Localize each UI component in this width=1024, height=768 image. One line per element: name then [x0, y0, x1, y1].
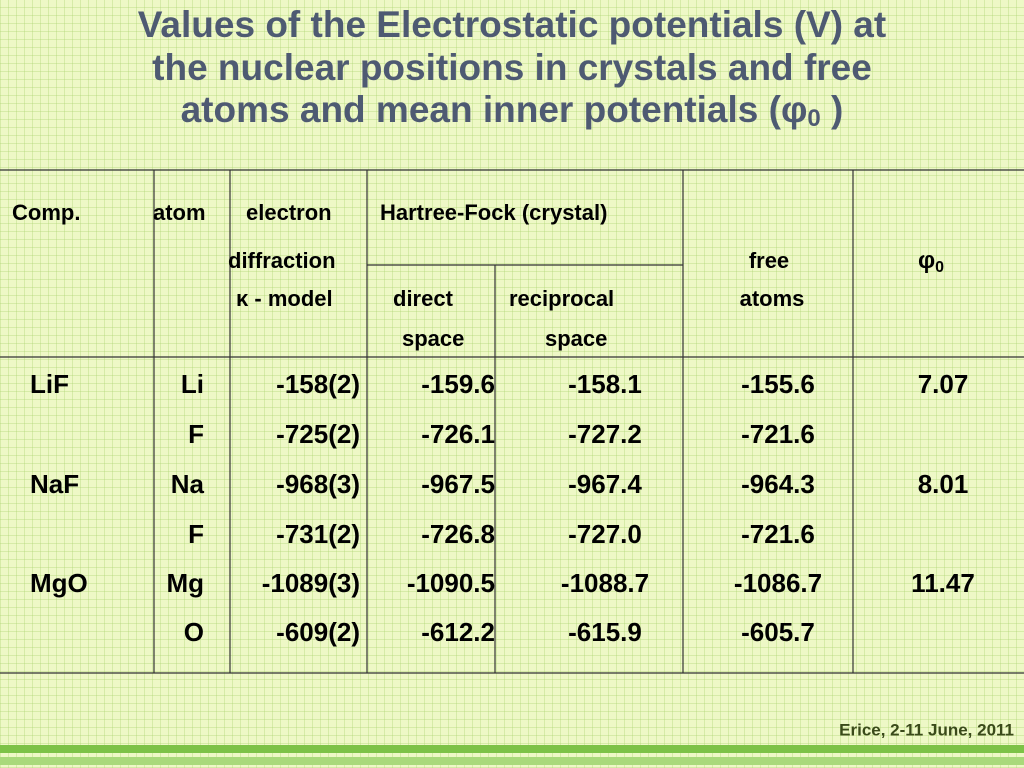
table-cell: -159.6 — [421, 369, 495, 399]
table-cell: -1086.7 — [734, 568, 822, 598]
table-cell: -726.1 — [421, 419, 495, 449]
table-cell: -1088.7 — [561, 568, 649, 598]
table-cell: -726.8 — [421, 519, 495, 549]
table-cell: -1090.5 — [407, 568, 495, 598]
table-cell: -721.6 — [741, 419, 815, 449]
table-cell: -967.4 — [568, 469, 642, 499]
title-end: ) — [821, 89, 844, 130]
header-cell: space — [545, 326, 607, 351]
header-cell: free — [749, 248, 789, 273]
table-cell: Mg — [166, 568, 204, 598]
table-cell: 7.07 — [918, 369, 969, 399]
table-cell: O — [184, 617, 204, 647]
table-cell: 11.47 — [911, 568, 975, 598]
table-cell: -721.6 — [741, 519, 815, 549]
header-symbol: φ — [918, 247, 935, 274]
header-cell: space — [402, 326, 464, 351]
table-cell: 8.01 — [918, 469, 969, 499]
table-cell: -1089(3) — [262, 568, 360, 598]
header-cell: atom — [153, 200, 206, 225]
header-cell: reciprocal — [509, 286, 614, 311]
table-cell: -158(2) — [276, 369, 360, 399]
header-cell: φ0 — [918, 247, 944, 276]
header-cell: Comp. — [12, 200, 80, 225]
table-cell: -612.2 — [421, 617, 495, 647]
header-cell: direct — [393, 286, 454, 311]
table-cell: -968(3) — [276, 469, 360, 499]
table-cell: LiF — [30, 369, 69, 399]
title-line: Values of the Electrostatic potentials (… — [138, 4, 886, 45]
table-cell: -155.6 — [741, 369, 815, 399]
table-cell: -615.9 — [568, 617, 642, 647]
header-cell: Hartree-Fock (crystal) — [380, 200, 607, 225]
footer-stripe — [0, 745, 1024, 753]
table-cell: MgO — [30, 568, 88, 598]
title-subscript: 0 — [807, 105, 820, 132]
footer: Erice, 2-11 June, 2011 — [839, 720, 1014, 739]
table-cell: -731(2) — [276, 519, 360, 549]
table-cell: -967.5 — [421, 469, 495, 499]
table-cell: F — [188, 519, 204, 549]
table-cell: -609(2) — [276, 617, 360, 647]
table-cell: -725(2) — [276, 419, 360, 449]
header-cell: diffraction — [228, 248, 336, 273]
table-cell: -727.0 — [568, 519, 642, 549]
title-line: the nuclear positions in crystals and fr… — [152, 47, 872, 88]
table-cell: -964.3 — [741, 469, 815, 499]
title-symbol: φ — [781, 89, 807, 130]
footer-stripe — [0, 757, 1024, 765]
header-cell: electron — [246, 200, 332, 225]
table-cell: -605.7 — [741, 617, 815, 647]
table-cell: Na — [171, 469, 205, 499]
table-cell: NaF — [30, 469, 79, 499]
table-cell: -727.2 — [568, 419, 642, 449]
header-subscript: 0 — [935, 259, 944, 276]
table-body: LiF Li -158(2) -159.6 -158.1 -155.6 7.07 F -725(… — [30, 369, 975, 647]
table-cell: F — [188, 419, 204, 449]
header-cell: atoms — [740, 286, 805, 311]
table-cell: Li — [181, 369, 204, 399]
title-line: atoms and mean inner potentials (φ0 ) — [181, 89, 844, 133]
title-text: atoms and mean inner potentials ( — [181, 89, 782, 130]
header-cell: κ - model — [236, 286, 333, 311]
table-cell: -158.1 — [568, 369, 642, 399]
